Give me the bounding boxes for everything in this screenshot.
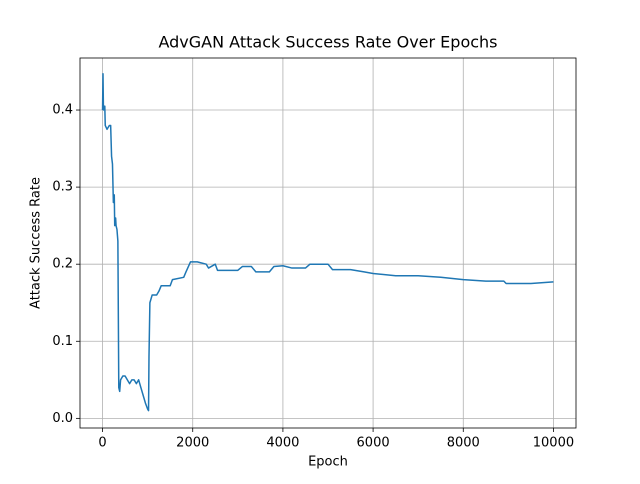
x-tick-label: 6000	[357, 436, 390, 451]
y-tick-label: 0.1	[52, 334, 73, 349]
chart-title: AdvGAN Attack Success Rate Over Epochs	[158, 33, 497, 52]
plot-frame	[79, 57, 577, 429]
y-axis-label: Attack Success Rate	[29, 177, 44, 309]
x-axis-label: Epoch	[308, 455, 348, 470]
x-tick-label: 8000	[447, 436, 480, 451]
x-tick-label: 0	[98, 436, 106, 451]
x-tick-label: 10000	[533, 436, 574, 451]
x-tick-label: 2000	[176, 436, 209, 451]
x-tick-label: 4000	[266, 436, 299, 451]
y-tick-label: 0.3	[52, 180, 73, 195]
y-tick-label: 0.4	[52, 103, 73, 118]
y-tick-label: 0.2	[52, 257, 73, 272]
data-line	[101, 73, 554, 412]
y-tick-label: 0.0	[52, 411, 73, 426]
